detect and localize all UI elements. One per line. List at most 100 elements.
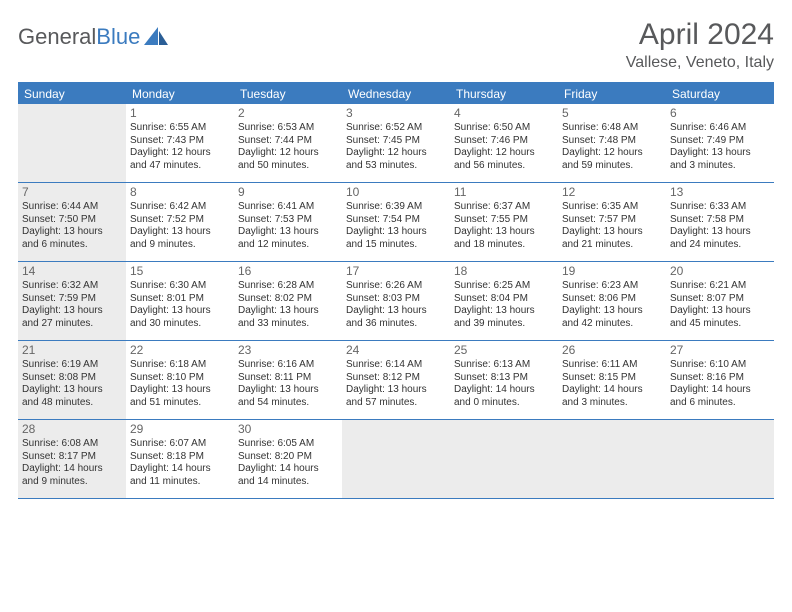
- daylight-text: Daylight: 13 hours and 15 minutes.: [346, 226, 446, 251]
- sunset-text: Sunset: 7:58 PM: [670, 214, 770, 227]
- daylight-text: Daylight: 13 hours and 24 minutes.: [670, 226, 770, 251]
- sunrise-text: Sunrise: 6:25 AM: [454, 280, 554, 293]
- day-cell: [18, 104, 126, 182]
- day-number: 6: [670, 106, 770, 121]
- daylight-text: Daylight: 13 hours and 33 minutes.: [238, 305, 338, 330]
- weekday-label: Saturday: [666, 84, 774, 104]
- weekday-label: Friday: [558, 84, 666, 104]
- daylight-text: Daylight: 13 hours and 30 minutes.: [130, 305, 230, 330]
- weekday-header: Sunday Monday Tuesday Wednesday Thursday…: [18, 84, 774, 104]
- daylight-text: Daylight: 13 hours and 45 minutes.: [670, 305, 770, 330]
- daylight-text: Daylight: 13 hours and 36 minutes.: [346, 305, 446, 330]
- sunrise-text: Sunrise: 6:30 AM: [130, 280, 230, 293]
- brand-logo: GeneralBlue: [18, 24, 170, 50]
- week-row: 28Sunrise: 6:08 AMSunset: 8:17 PMDayligh…: [18, 420, 774, 499]
- day-cell: 4Sunrise: 6:50 AMSunset: 7:46 PMDaylight…: [450, 104, 558, 182]
- sunrise-text: Sunrise: 6:48 AM: [562, 122, 662, 135]
- sunrise-text: Sunrise: 6:11 AM: [562, 359, 662, 372]
- brand-part2: Blue: [96, 24, 140, 49]
- week-row: 21Sunrise: 6:19 AMSunset: 8:08 PMDayligh…: [18, 341, 774, 420]
- day-number: 25: [454, 343, 554, 358]
- sunset-text: Sunset: 8:17 PM: [22, 451, 122, 464]
- sail-icon: [144, 27, 170, 47]
- sunrise-text: Sunrise: 6:28 AM: [238, 280, 338, 293]
- sunset-text: Sunset: 7:46 PM: [454, 135, 554, 148]
- day-cell: 14Sunrise: 6:32 AMSunset: 7:59 PMDayligh…: [18, 262, 126, 340]
- sunrise-text: Sunrise: 6:08 AM: [22, 438, 122, 451]
- day-cell: 23Sunrise: 6:16 AMSunset: 8:11 PMDayligh…: [234, 341, 342, 419]
- sunset-text: Sunset: 7:59 PM: [22, 293, 122, 306]
- day-cell: [558, 420, 666, 498]
- daylight-text: Daylight: 14 hours and 9 minutes.: [22, 463, 122, 488]
- sunset-text: Sunset: 8:08 PM: [22, 372, 122, 385]
- day-cell: 28Sunrise: 6:08 AMSunset: 8:17 PMDayligh…: [18, 420, 126, 498]
- day-cell: 15Sunrise: 6:30 AMSunset: 8:01 PMDayligh…: [126, 262, 234, 340]
- sunrise-text: Sunrise: 6:39 AM: [346, 201, 446, 214]
- sunrise-text: Sunrise: 6:44 AM: [22, 201, 122, 214]
- day-number: 13: [670, 185, 770, 200]
- sunrise-text: Sunrise: 6:42 AM: [130, 201, 230, 214]
- day-cell: 12Sunrise: 6:35 AMSunset: 7:57 PMDayligh…: [558, 183, 666, 261]
- sunset-text: Sunset: 8:13 PM: [454, 372, 554, 385]
- daylight-text: Daylight: 13 hours and 18 minutes.: [454, 226, 554, 251]
- day-number: 8: [130, 185, 230, 200]
- daylight-text: Daylight: 13 hours and 21 minutes.: [562, 226, 662, 251]
- day-cell: 19Sunrise: 6:23 AMSunset: 8:06 PMDayligh…: [558, 262, 666, 340]
- daylight-text: Daylight: 14 hours and 0 minutes.: [454, 384, 554, 409]
- day-number: 10: [346, 185, 446, 200]
- sunset-text: Sunset: 7:44 PM: [238, 135, 338, 148]
- day-number: 14: [22, 264, 122, 279]
- day-number: 19: [562, 264, 662, 279]
- sunrise-text: Sunrise: 6:19 AM: [22, 359, 122, 372]
- daylight-text: Daylight: 13 hours and 51 minutes.: [130, 384, 230, 409]
- day-number: 18: [454, 264, 554, 279]
- sunrise-text: Sunrise: 6:50 AM: [454, 122, 554, 135]
- day-number: 23: [238, 343, 338, 358]
- sunrise-text: Sunrise: 6:07 AM: [130, 438, 230, 451]
- sunrise-text: Sunrise: 6:21 AM: [670, 280, 770, 293]
- weekday-label: Wednesday: [342, 84, 450, 104]
- sunrise-text: Sunrise: 6:23 AM: [562, 280, 662, 293]
- day-cell: 8Sunrise: 6:42 AMSunset: 7:52 PMDaylight…: [126, 183, 234, 261]
- sunset-text: Sunset: 7:52 PM: [130, 214, 230, 227]
- calendar: Sunday Monday Tuesday Wednesday Thursday…: [18, 82, 774, 499]
- sunset-text: Sunset: 8:10 PM: [130, 372, 230, 385]
- weekday-label: Tuesday: [234, 84, 342, 104]
- sunset-text: Sunset: 7:54 PM: [346, 214, 446, 227]
- day-number: 24: [346, 343, 446, 358]
- sunset-text: Sunset: 8:15 PM: [562, 372, 662, 385]
- daylight-text: Daylight: 12 hours and 47 minutes.: [130, 147, 230, 172]
- daylight-text: Daylight: 14 hours and 3 minutes.: [562, 384, 662, 409]
- day-cell: 29Sunrise: 6:07 AMSunset: 8:18 PMDayligh…: [126, 420, 234, 498]
- daylight-text: Daylight: 12 hours and 56 minutes.: [454, 147, 554, 172]
- daylight-text: Daylight: 13 hours and 3 minutes.: [670, 147, 770, 172]
- day-number: 27: [670, 343, 770, 358]
- day-cell: [666, 420, 774, 498]
- daylight-text: Daylight: 13 hours and 42 minutes.: [562, 305, 662, 330]
- sunset-text: Sunset: 8:03 PM: [346, 293, 446, 306]
- day-number: 1: [130, 106, 230, 121]
- sunrise-text: Sunrise: 6:16 AM: [238, 359, 338, 372]
- sunset-text: Sunset: 7:49 PM: [670, 135, 770, 148]
- sunset-text: Sunset: 7:45 PM: [346, 135, 446, 148]
- sunrise-text: Sunrise: 6:55 AM: [130, 122, 230, 135]
- title-block: April 2024 Vallese, Veneto, Italy: [626, 18, 774, 72]
- sunset-text: Sunset: 7:57 PM: [562, 214, 662, 227]
- day-number: 28: [22, 422, 122, 437]
- sunset-text: Sunset: 8:01 PM: [130, 293, 230, 306]
- month-title: April 2024: [626, 18, 774, 52]
- sunrise-text: Sunrise: 6:46 AM: [670, 122, 770, 135]
- day-cell: 13Sunrise: 6:33 AMSunset: 7:58 PMDayligh…: [666, 183, 774, 261]
- day-number: 22: [130, 343, 230, 358]
- daylight-text: Daylight: 14 hours and 6 minutes.: [670, 384, 770, 409]
- sunrise-text: Sunrise: 6:10 AM: [670, 359, 770, 372]
- daylight-text: Daylight: 12 hours and 53 minutes.: [346, 147, 446, 172]
- sunrise-text: Sunrise: 6:41 AM: [238, 201, 338, 214]
- sunset-text: Sunset: 7:55 PM: [454, 214, 554, 227]
- sunrise-text: Sunrise: 6:05 AM: [238, 438, 338, 451]
- weeks-container: 1Sunrise: 6:55 AMSunset: 7:43 PMDaylight…: [18, 104, 774, 499]
- day-cell: 9Sunrise: 6:41 AMSunset: 7:53 PMDaylight…: [234, 183, 342, 261]
- day-cell: 24Sunrise: 6:14 AMSunset: 8:12 PMDayligh…: [342, 341, 450, 419]
- sunset-text: Sunset: 8:18 PM: [130, 451, 230, 464]
- brand-part1: General: [18, 24, 96, 49]
